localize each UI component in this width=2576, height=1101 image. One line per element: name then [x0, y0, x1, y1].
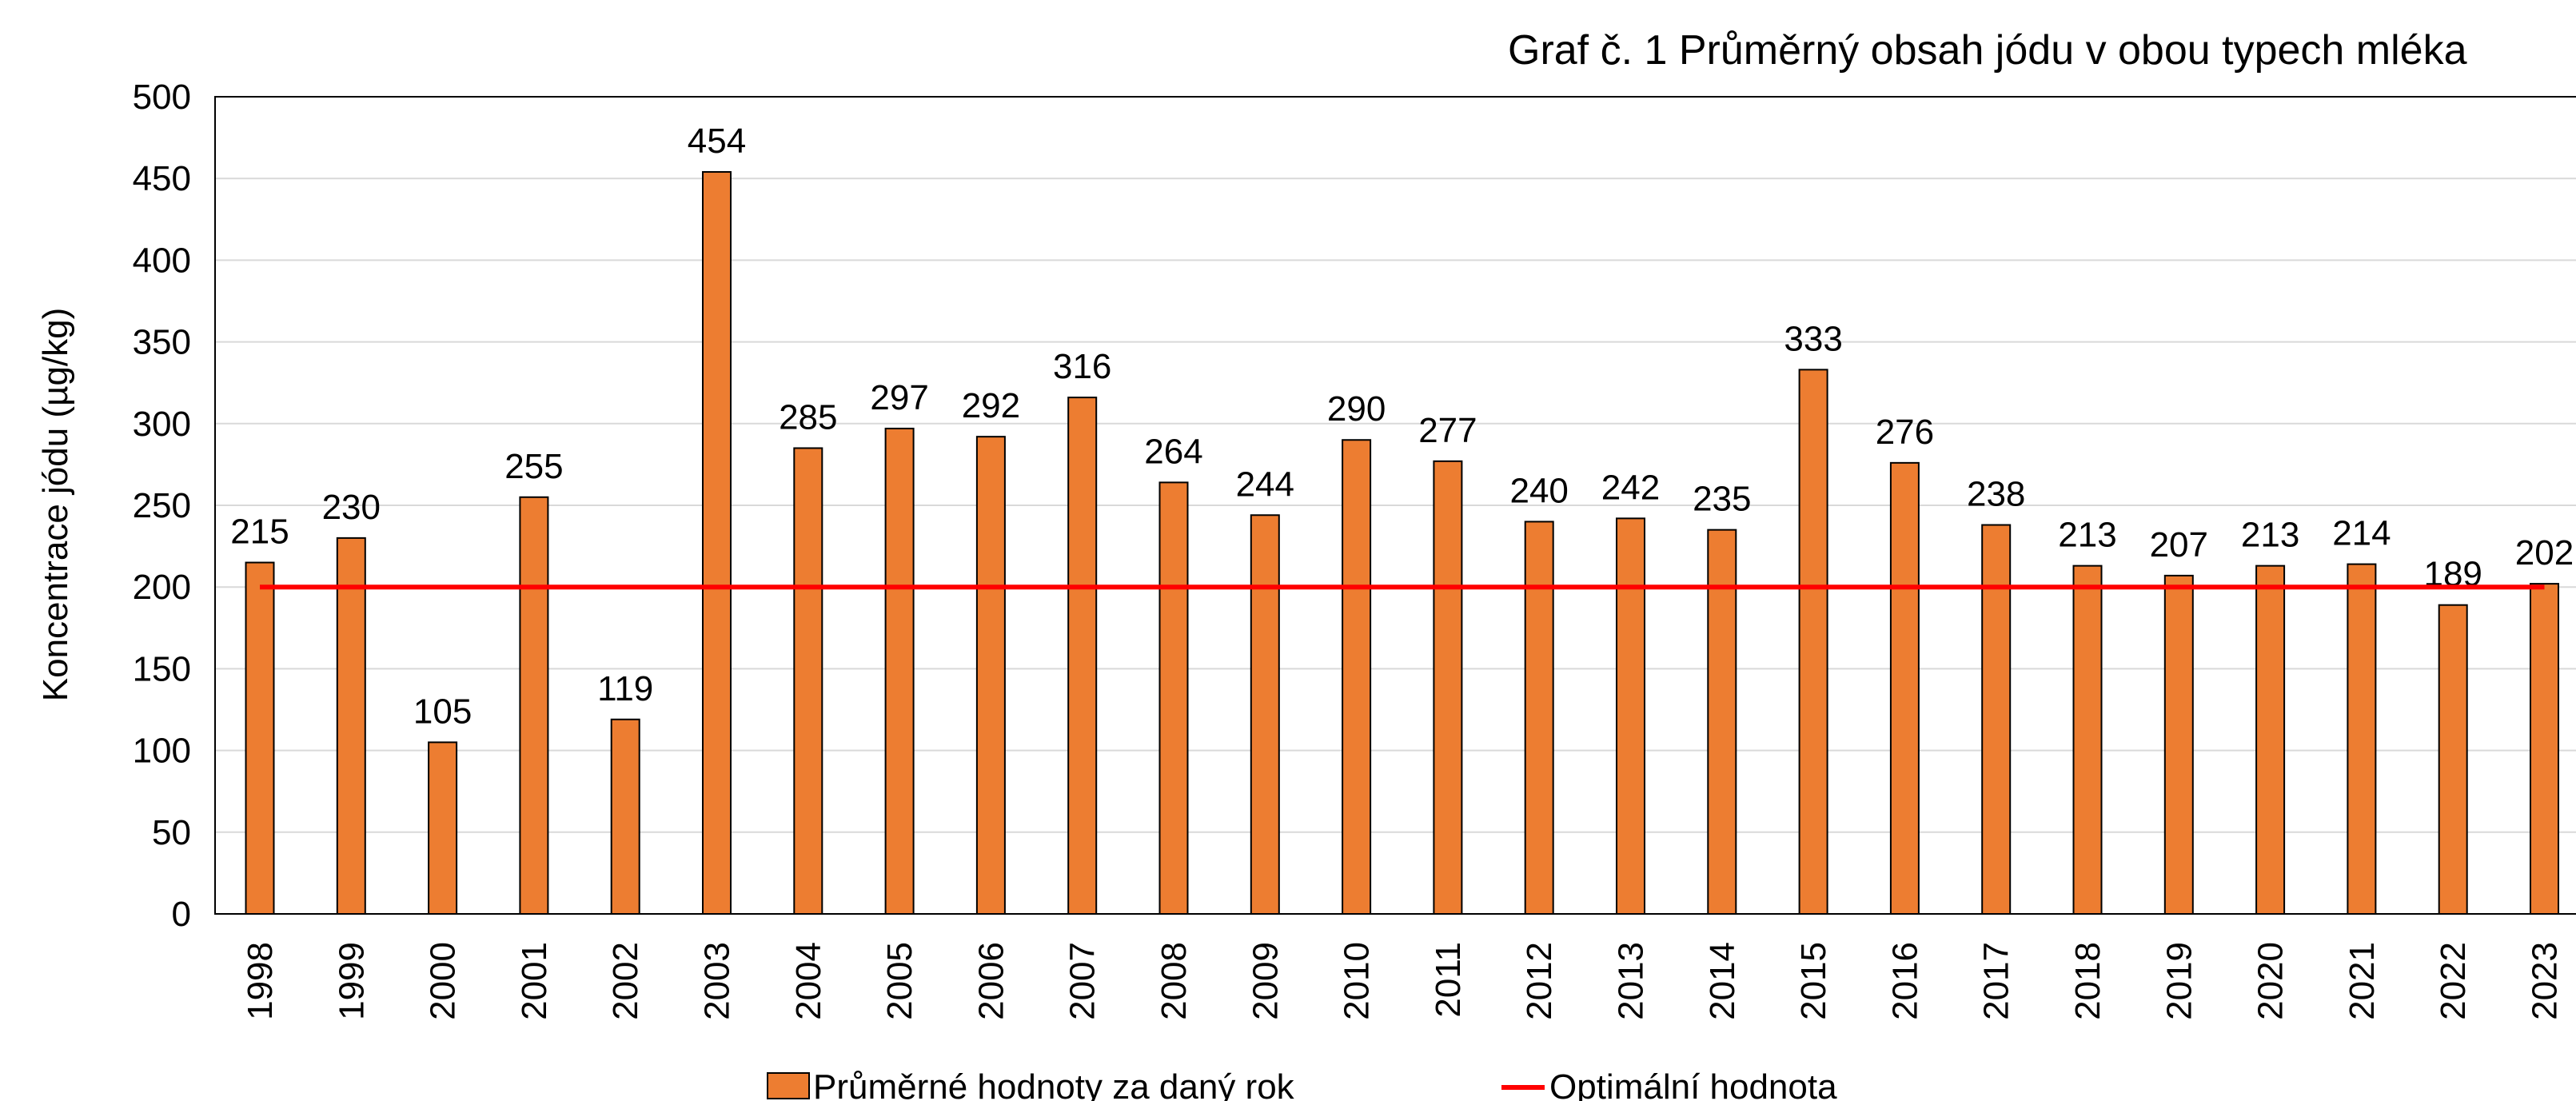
- y-tick-label: 500: [133, 78, 191, 117]
- x-tick-label: 2022: [2434, 942, 2473, 1020]
- data-label: 333: [1784, 319, 1842, 358]
- x-tick-label: 2020: [2251, 942, 2291, 1020]
- bar: [1524, 521, 1554, 915]
- bar: [2530, 583, 2559, 915]
- plot-frame: [214, 96, 2576, 915]
- x-tick-label: 2007: [1063, 942, 1103, 1020]
- bar: [1250, 514, 1280, 915]
- data-label: 214: [2332, 514, 2391, 553]
- y-tick-label: 400: [133, 241, 191, 280]
- x-tick-label: 1999: [332, 942, 371, 1020]
- bar: [1342, 439, 1372, 915]
- bar: [1889, 461, 1920, 915]
- data-label: 213: [2241, 516, 2299, 555]
- bar: [1707, 529, 1737, 915]
- data-label: 242: [1601, 468, 1660, 507]
- bar: [1433, 460, 1463, 915]
- data-label: 276: [1876, 413, 1934, 452]
- y-tick-label: 150: [133, 649, 191, 688]
- bar: [1067, 397, 1098, 915]
- chart-title: Graf č. 1 Průměrný obsah jódu v obou typ…: [1508, 27, 2467, 74]
- x-tick-label: 2005: [880, 942, 919, 1020]
- x-tick-label: 2013: [1612, 942, 1651, 1020]
- data-label: 277: [1418, 411, 1477, 450]
- data-label: 255: [504, 447, 563, 486]
- bar: [2255, 564, 2286, 915]
- data-label: 285: [779, 397, 837, 437]
- bar: [245, 561, 275, 915]
- y-axis-label: Koncentrace jódu (µg/kg): [36, 308, 75, 702]
- bar: [1616, 517, 1645, 915]
- y-tick-label: 350: [133, 323, 191, 362]
- data-label: 244: [1236, 465, 1294, 504]
- y-tick-label: 450: [133, 159, 191, 198]
- x-tick-label: 2011: [1429, 942, 1468, 1018]
- data-label: 105: [413, 692, 472, 731]
- data-label: 290: [1327, 389, 1386, 429]
- x-tick-label: 2016: [1885, 942, 1924, 1020]
- x-tick-label: 2010: [1338, 942, 1377, 1020]
- bar: [1158, 481, 1189, 915]
- x-tick-label: 2021: [2343, 942, 2382, 1020]
- y-tick-label: 100: [133, 732, 191, 771]
- bar: [975, 436, 1006, 915]
- x-tick-label: 2015: [1794, 942, 1833, 1020]
- data-label: 213: [2058, 516, 2116, 555]
- bar: [428, 741, 458, 915]
- x-tick-label: 2009: [1246, 942, 1285, 1020]
- bar: [1981, 524, 2012, 915]
- y-tick-label: 300: [133, 405, 191, 444]
- y-tick-label: 50: [152, 813, 191, 852]
- y-tick-label: 250: [133, 486, 191, 525]
- x-tick-label: 2018: [2068, 942, 2107, 1020]
- data-label: 215: [230, 513, 289, 552]
- legend-label: Průměrné hodnoty za daný rok: [813, 1067, 1295, 1101]
- bar: [519, 496, 549, 915]
- data-label: 235: [1693, 480, 1751, 519]
- bar: [2072, 564, 2103, 915]
- x-tick-label: 2001: [515, 942, 554, 1020]
- y-tick-label: 0: [172, 895, 191, 934]
- x-tick-label: 2023: [2526, 942, 2565, 1020]
- x-tick-label: 2008: [1154, 942, 1194, 1020]
- x-tick-label: 2002: [606, 942, 645, 1020]
- bar: [793, 447, 823, 915]
- x-tick-label: 2017: [1977, 942, 2016, 1020]
- x-tick-label: 2019: [2159, 942, 2199, 1020]
- y-tick-label: 200: [133, 568, 191, 607]
- bar: [2438, 604, 2468, 916]
- bar: [1798, 369, 1828, 915]
- bar: [2163, 574, 2194, 916]
- data-label: 230: [322, 488, 381, 527]
- bar: [884, 427, 915, 915]
- x-tick-label: 2003: [698, 942, 737, 1020]
- bar: [2347, 563, 2377, 915]
- bar: [336, 537, 366, 915]
- data-label: 207: [2150, 525, 2208, 564]
- legend-swatch: [767, 1072, 810, 1099]
- x-tick-label: 2012: [1520, 942, 1559, 1020]
- data-label: 454: [688, 122, 746, 161]
- x-tick-label: 2000: [424, 942, 463, 1020]
- data-label: 316: [1053, 347, 1111, 386]
- x-tick-label: 2004: [789, 942, 828, 1020]
- bar: [702, 171, 732, 916]
- data-label: 292: [962, 386, 1020, 425]
- data-label: 240: [1509, 471, 1568, 510]
- data-label: 264: [1144, 432, 1202, 471]
- data-label: 202: [2515, 533, 2574, 572]
- x-tick-label: 2006: [971, 942, 1011, 1020]
- x-tick-label: 1998: [241, 942, 280, 1020]
- x-tick-label: 2014: [1703, 942, 1742, 1020]
- legend-label: Optimální hodnota: [1549, 1067, 1837, 1101]
- data-label: 238: [1967, 475, 2025, 514]
- bar: [610, 718, 640, 915]
- data-label: 297: [870, 378, 928, 417]
- data-label: 119: [597, 669, 653, 708]
